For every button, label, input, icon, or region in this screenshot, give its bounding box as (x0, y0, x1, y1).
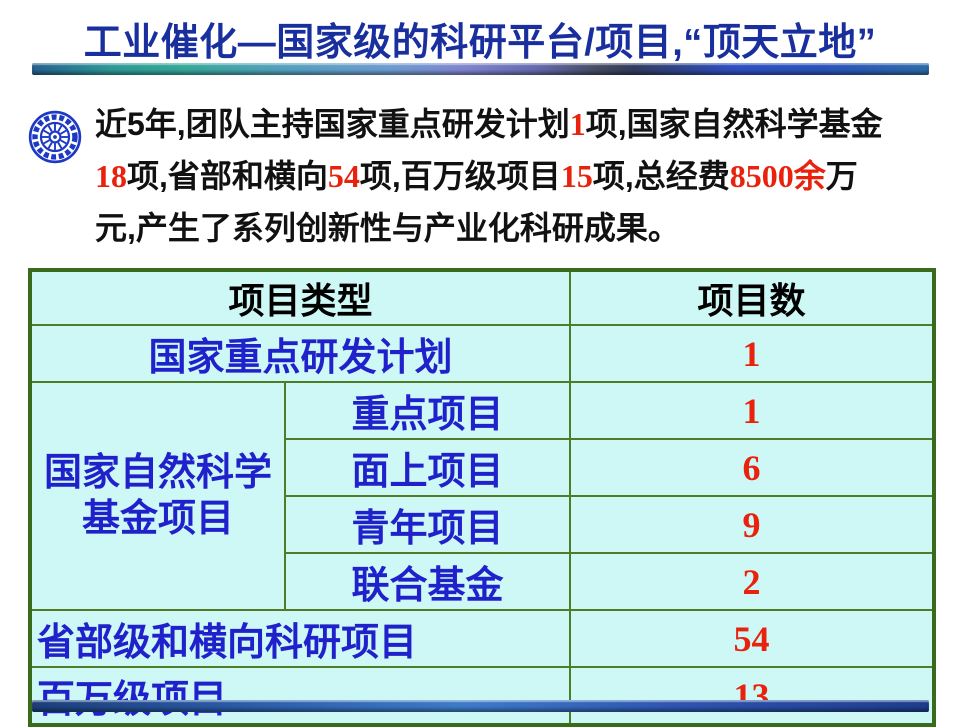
cell-nsfc-joint-label: 联合基金 (283, 552, 572, 611)
intro-text-segment: 8500余 (729, 158, 826, 194)
intro-text-segment: 近5年,团队主持国家重点研发计划 (95, 106, 570, 142)
cell-nsfc-key-value: 1 (569, 381, 936, 440)
intro-text-segment: 项,百万级项目 (359, 158, 561, 194)
nsfc-group-line1: 国家自然科学 (43, 452, 272, 494)
header-cell-project-type: 项目类型 (28, 269, 572, 326)
table-row-provincial: 省部级和横向科研项目 54 (28, 609, 936, 668)
table-header-row: 项目类型 项目数 (28, 269, 936, 326)
intro-text-segment: 15 (560, 158, 593, 194)
intro-text-segment: 54 (327, 158, 360, 194)
intro-line-2: 18项,省部和横向54项,百万级项目15项,总经费8500余万 (95, 150, 940, 202)
table-row-nsfc-youth: 青年项目 9 (30, 495, 936, 554)
cell-nsfc-general-value: 6 (569, 438, 936, 497)
page-title: 工业催化—国家级的科研平台/项目,“顶天立地” (83, 22, 877, 64)
table-row-nsfc-joint: 联合基金 2 (30, 552, 936, 611)
table-row-nsfc-general: 面上项目 6 (30, 438, 936, 497)
table-row-nsfc-key: 国家自然科学 基金项目 重点项目 1 (29, 381, 936, 611)
intro-line-3: 元,产生了系列创新性与产业化科研成果。 (95, 202, 940, 254)
intro-text: 近5年,团队主持国家重点研发计划1项,国家自然科学基金 18项,省部和横向54项… (95, 98, 940, 254)
cell-national-rd-label: 国家重点研发计划 (28, 324, 572, 383)
intro-line-1: 近5年,团队主持国家重点研发计划1项,国家自然科学基金 (95, 98, 940, 150)
cell-nsfc-joint-value: 2 (569, 552, 936, 611)
cell-million-value: 13 (569, 666, 936, 726)
intro-text-segment: 18 (95, 158, 127, 194)
intro-text-segment: 项,国家自然科学基金 (585, 106, 883, 142)
wheel-target-icon (28, 110, 82, 164)
intro-text-segment: 项,总经费 (592, 158, 730, 194)
projects-table: 项目类型 项目数 国家重点研发计划 1 国家自然科学 基金项目 重点项目 1 面… (28, 268, 937, 727)
intro-text-segment: 1 (569, 106, 586, 142)
cell-provincial-label: 省部级和横向科研项目 (28, 609, 572, 668)
cell-nsfc-youth-label: 青年项目 (283, 495, 572, 554)
cell-nsfc-key-label: 重点项目 (283, 381, 572, 440)
title-divider-bar (32, 63, 929, 75)
cell-provincial-value: 54 (569, 609, 936, 668)
cell-nsfc-group-label: 国家自然科学 基金项目 (29, 381, 286, 611)
table-row-million: 百万级项目 13 (28, 666, 936, 726)
cell-national-rd-value: 1 (569, 324, 936, 383)
intro-text-segment: 万 (825, 158, 858, 194)
intro-text-segment: 项,省部和横向 (127, 158, 328, 194)
header-cell-project-count: 项目数 (569, 269, 936, 326)
nsfc-group-line2: 基金项目 (81, 498, 234, 540)
footer-divider-bar (32, 700, 929, 712)
intro-text-segment: 元,产生了系列创新性与产业化科研成果。 (95, 210, 680, 246)
intro-block: 近5年,团队主持国家重点研发计划1项,国家自然科学基金 18项,省部和横向54项… (27, 98, 940, 254)
cell-million-label: 百万级项目 (28, 666, 572, 726)
cell-nsfc-general-label: 面上项目 (283, 438, 572, 497)
table-row-national-rd: 国家重点研发计划 1 (28, 324, 936, 383)
cell-nsfc-youth-value: 9 (569, 495, 936, 554)
